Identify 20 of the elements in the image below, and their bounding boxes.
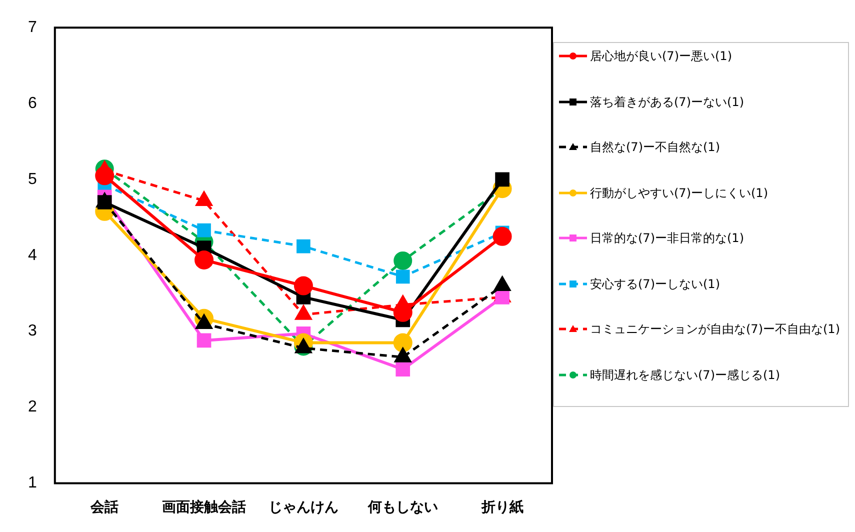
x-tick-label: 何もしない xyxy=(366,498,438,514)
legend-label: 自然な(7)ー不自然な(1) xyxy=(590,139,720,156)
y-tick-label: 5 xyxy=(28,170,37,188)
legend-label: 落ち着きがある(7)ーない(1) xyxy=(590,94,744,110)
legend-label: 時間遅れを感じない(7)ー感じる(1) xyxy=(590,366,780,384)
x-tick-label: 会話 xyxy=(90,498,119,514)
legend-label: 行動がしやすい(7)ーしにくい(1) xyxy=(590,184,768,202)
x-tick-label: 折り紙 xyxy=(480,498,524,514)
x-tick-label: じゃんけん xyxy=(268,498,338,514)
legend-label: 日常的な(7)ー非日常的な(1) xyxy=(590,230,744,247)
legend-label: コミュニケーションが自由な(7)ー不自由な(1) xyxy=(590,321,840,338)
y-tick-label: 4 xyxy=(28,246,37,264)
x-tick-label: 画面接触会話 xyxy=(162,498,246,514)
y-tick-label: 3 xyxy=(28,322,37,340)
legend-label: 安心する(7)ーしない(1) xyxy=(590,276,720,292)
legend-label: 居心地が良い(7)ー悪い(1) xyxy=(590,48,732,65)
y-tick-label: 2 xyxy=(28,398,37,416)
y-tick-label: 7 xyxy=(28,19,37,36)
y-tick-label: 6 xyxy=(28,94,37,112)
y-tick-label: 1 xyxy=(28,474,37,492)
